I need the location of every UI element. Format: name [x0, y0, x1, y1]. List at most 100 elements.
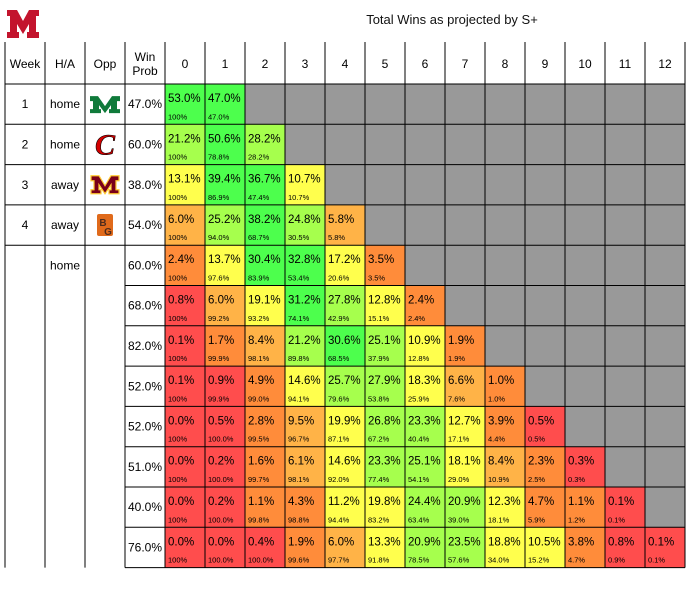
prob-value: 3.5% [368, 254, 394, 266]
prob-value: 4.7% [528, 496, 554, 508]
cumulative-value: 53.4% [288, 274, 310, 283]
prob-cell [285, 204, 325, 246]
cumulative-value: 34.0% [488, 556, 510, 565]
cumulative-value: 94.1% [288, 394, 310, 403]
prob-cell [165, 487, 205, 528]
header-wins-8: 8 [502, 57, 509, 71]
empty-cell [285, 84, 325, 125]
header-wins-2: 2 [262, 57, 269, 71]
cumulative-value: 99.5% [248, 435, 270, 444]
cumulative-value: 30.5% [288, 233, 310, 242]
prob-cell [365, 446, 405, 487]
cumulative-value: 100% [168, 515, 188, 524]
cumulative-value: 100% [168, 556, 188, 565]
cumulative-value: 18.1% [488, 515, 510, 524]
cumulative-value: 100.0% [208, 435, 234, 444]
cumulative-value: 7.6% [448, 394, 465, 403]
empty-cell [485, 245, 525, 286]
empty-cell [645, 366, 685, 407]
prob-value: 23.3% [368, 456, 401, 468]
prob-value: 13.1% [168, 174, 201, 186]
prob-value: 4.3% [288, 496, 314, 508]
prob-value: 0.1% [648, 536, 674, 548]
header-wins-5: 5 [382, 57, 389, 71]
cumulative-value: 1.9% [448, 354, 465, 363]
cumulative-value: 100% [168, 193, 188, 202]
header-opp: Opp [94, 57, 117, 71]
prob-cell [245, 285, 285, 326]
prob-value: 0.0% [168, 415, 194, 427]
empty-cell [605, 325, 645, 367]
cumulative-value: 54.1% [408, 475, 430, 484]
prob-value: 5.8% [328, 214, 354, 226]
header-wins-11: 11 [619, 57, 632, 71]
header-wins-12: 12 [658, 57, 672, 71]
prob-cell [245, 487, 285, 528]
empty-cell [525, 366, 565, 407]
prob-value: 10.7% [288, 174, 321, 186]
prob-value: 26.8% [368, 415, 401, 427]
prob-cell [565, 446, 605, 487]
cincinnati-logo: C [95, 128, 117, 162]
cumulative-value: 98.8% [288, 515, 310, 524]
prob-value: 0.0% [168, 496, 194, 508]
cumulative-value: 28.2% [248, 153, 270, 162]
empty-cell [445, 164, 485, 205]
cumulative-value: 0.1% [608, 515, 625, 524]
cumulative-value: 5.8% [328, 233, 345, 242]
prob-cell [325, 366, 365, 407]
prob-cell [285, 487, 325, 528]
prob-value: 1.0% [488, 375, 514, 387]
empty-cell [325, 124, 365, 165]
header-wins-1: 1 [222, 57, 229, 71]
empty-cell [645, 124, 685, 165]
prob-value: 53.0% [168, 93, 201, 105]
empty-cell [365, 84, 405, 125]
prob-cell [285, 406, 325, 447]
cumulative-value: 100.0% [248, 556, 274, 565]
prob-value: 0.2% [208, 496, 234, 508]
prob-cell [165, 366, 205, 407]
prob-cell [245, 245, 285, 286]
cumulative-value: 15.1% [368, 314, 390, 323]
prob-cell [605, 527, 645, 568]
prob-value: 18.1% [448, 456, 481, 468]
win-prob-cell: 38.0% [128, 178, 162, 192]
cumulative-value: 68.5% [328, 354, 350, 363]
prob-value: 17.2% [328, 254, 361, 266]
cumulative-value: 99.9% [208, 394, 230, 403]
svg-text:G: G [104, 227, 112, 238]
prob-cell [165, 406, 205, 447]
cumulative-value: 92.0% [328, 475, 350, 484]
cumulative-value: 91.8% [368, 556, 390, 565]
prob-cell [165, 164, 205, 205]
header-ha: H/A [55, 57, 75, 71]
prob-cell [365, 245, 405, 286]
empty-cell [645, 285, 685, 326]
cumulative-value: 4.7% [568, 556, 585, 565]
empty-cell [525, 164, 565, 205]
empty-cell [325, 84, 365, 125]
prob-cell [165, 285, 205, 326]
prob-cell [365, 325, 405, 367]
prob-cell [205, 527, 245, 568]
prob-value: 18.3% [408, 375, 441, 387]
prob-cell [525, 527, 565, 568]
empty-cell [525, 204, 565, 246]
empty-cell [485, 164, 525, 205]
header-week: Week [10, 57, 41, 71]
prob-cell [245, 164, 285, 205]
empty-cell [525, 84, 565, 125]
prob-cell [445, 366, 485, 407]
header-wins-9: 9 [542, 57, 549, 71]
prob-cell [285, 366, 325, 407]
prob-value: 28.2% [248, 133, 281, 145]
prob-cell [205, 325, 245, 367]
cumulative-value: 96.7% [288, 435, 310, 444]
prob-cell [405, 487, 445, 528]
home-away-cell: home [50, 258, 80, 272]
cumulative-value: 25.9% [408, 394, 430, 403]
empty-cell [525, 245, 565, 286]
empty-cell [245, 84, 285, 125]
prob-value: 24.8% [288, 214, 321, 226]
